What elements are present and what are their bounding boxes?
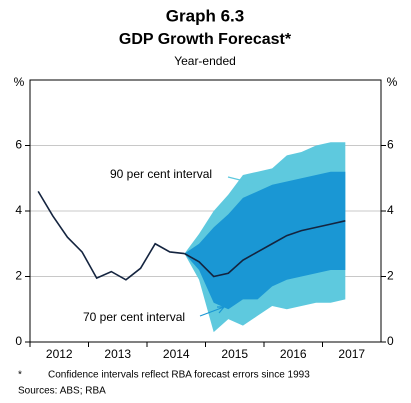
x-tick-label: 2017	[338, 347, 365, 361]
gdp-line	[37, 190, 185, 281]
chart-title: Graph 6.3	[166, 6, 244, 25]
band-annotation: 70 per cent interval	[83, 310, 185, 324]
y-tick-label: 2	[15, 269, 22, 283]
y2-tick-label: 2	[387, 269, 394, 283]
y-tick-label: 4	[15, 203, 22, 217]
x-tick-label: 2014	[163, 347, 190, 361]
sources: Sources: ABS; RBA	[18, 386, 106, 397]
x-tick-label: 2012	[46, 347, 73, 361]
y2-tick-label: 6	[387, 138, 394, 152]
gdp-line	[184, 220, 346, 278]
footnote: Confidence intervals reflect RBA forecas…	[48, 370, 310, 381]
x-tick-label: 2013	[104, 347, 131, 361]
x-tick-label: 2016	[280, 347, 307, 361]
footnote-marker: *	[18, 370, 22, 381]
y2-tick-label: 4	[387, 203, 394, 217]
annotation-bg	[80, 310, 202, 326]
band-annotation: 90 per cent interval	[110, 167, 212, 181]
y2-tick-label: 0	[387, 334, 394, 348]
annotation-arrow	[227, 176, 254, 187]
y-tick-label: 0	[15, 334, 22, 348]
y2-unit: %	[387, 75, 398, 89]
y-tick-label: 6	[15, 138, 22, 152]
annotation-arrow	[199, 306, 226, 317]
x-tick-label: 2015	[221, 347, 248, 361]
y-unit: %	[14, 75, 25, 89]
chart-caption: Year-ended	[174, 54, 236, 68]
chart-subtitle: GDP Growth Forecast*	[119, 31, 292, 48]
